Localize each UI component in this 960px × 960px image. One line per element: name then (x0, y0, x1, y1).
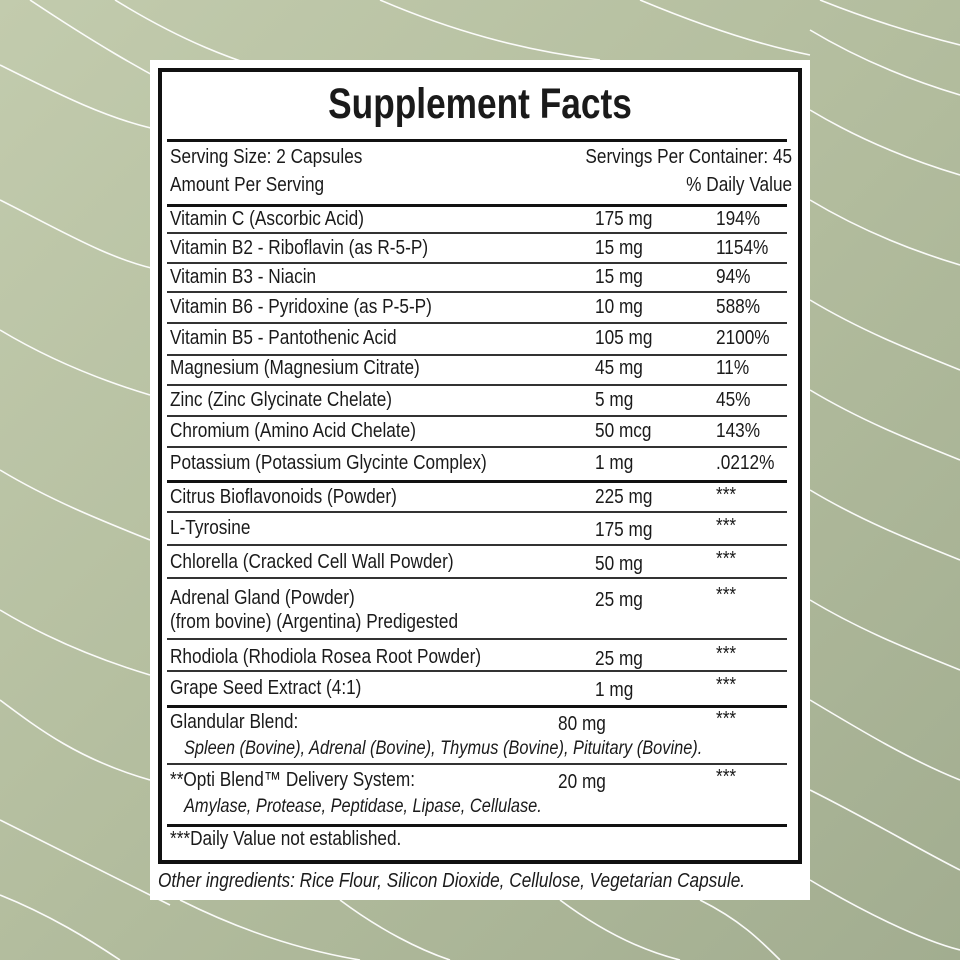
nutrient-dv: 1154% (716, 236, 769, 259)
servings-per-container: Servings Per Container: 45 (585, 145, 792, 168)
nutrient-name: Vitamin C (Ascorbic Acid) (170, 207, 364, 230)
nutrient-amount: 105 mg (595, 326, 653, 349)
nutrient-name: Magnesium (Magnesium Citrate) (170, 356, 420, 379)
nutrient-dv: 2100% (716, 326, 770, 349)
rule-thin (167, 322, 787, 324)
blend-amount: 20 mg (558, 770, 606, 793)
ingredient-amount: 175 mg (595, 518, 653, 541)
blend-dv: *** (716, 765, 737, 788)
rule-thick (167, 204, 787, 207)
rule-thin (167, 415, 787, 417)
rule-thin (167, 446, 787, 448)
blend-dv: *** (716, 707, 737, 730)
ingredient-dv: *** (716, 583, 737, 606)
ingredient-name: Grape Seed Extract (4:1) (170, 676, 362, 699)
rule-thick (167, 705, 787, 708)
blend-name: Glandular Blend: (170, 710, 299, 733)
ingredient-amount: 25 mg (595, 647, 643, 670)
rule-thin (167, 638, 787, 640)
rule-thick (167, 139, 787, 142)
nutrient-dv: .0212% (716, 451, 775, 474)
ingredient-dv: *** (716, 673, 737, 696)
other-ingredients: Other ingredients: Rice Flour, Silicon D… (158, 869, 746, 892)
ingredient-amount: 25 mg (595, 588, 643, 611)
rule-thin (167, 291, 787, 293)
nutrient-dv: 588% (716, 295, 761, 318)
nutrient-dv: 11% (716, 356, 750, 379)
label-border (158, 68, 802, 864)
nutrient-name: Vitamin B5 - Pantothenic Acid (170, 326, 397, 349)
rule-thin (167, 511, 787, 513)
blend-amount: 80 mg (558, 712, 606, 735)
ingredient-amount: 225 mg (595, 485, 653, 508)
rule-thin (167, 354, 787, 356)
ingredient-dv: *** (716, 514, 737, 537)
nutrient-amount: 5 mg (595, 388, 634, 411)
nutrient-dv: 143% (716, 419, 761, 442)
ingredient-name: Rhodiola (Rhodiola Rosea Root Powder) (170, 645, 482, 668)
nutrient-name: Potassium (Potassium Glycinte Complex) (170, 451, 487, 474)
rule-thin (167, 763, 787, 765)
ingredient-dv: *** (716, 483, 737, 506)
blend-name: **Opti Blend™ Delivery System: (170, 768, 415, 791)
ingredient-name-line2: (from bovine) (Argentina) Predigested (170, 610, 459, 633)
nutrient-amount: 175 mg (595, 207, 653, 230)
nutrient-amount: 45 mg (595, 356, 643, 379)
rule-thin (167, 577, 787, 579)
serving-size: Serving Size: 2 Capsules (170, 145, 363, 168)
rule-thin (167, 670, 787, 672)
nutrient-name: Chromium (Amino Acid Chelate) (170, 419, 416, 442)
rule-thick (167, 480, 787, 483)
rule-thin (167, 262, 787, 264)
nutrient-dv: 194% (716, 207, 761, 230)
blend-detail: Spleen (Bovine), Adrenal (Bovine), Thymu… (184, 737, 703, 759)
ingredient-dv: *** (716, 547, 737, 570)
nutrient-name: Vitamin B3 - Niacin (170, 265, 317, 288)
blend-detail: Amylase, Protease, Peptidase, Lipase, Ce… (184, 795, 542, 817)
nutrient-amount: 15 mg (595, 265, 643, 288)
nutrient-name: Vitamin B2 - Riboflavin (as R-5-P) (170, 236, 429, 259)
rule-thick (167, 824, 787, 827)
nutrient-dv: 45% (716, 388, 751, 411)
amount-per-serving-header: Amount Per Serving (170, 173, 325, 196)
nutrient-name: Vitamin B6 - Pyridoxine (as P-5-P) (170, 295, 432, 318)
supplement-facts-label: Supplement Facts Serving Size: 2 Capsule… (150, 60, 810, 900)
nutrient-amount: 1 mg (595, 451, 634, 474)
nutrient-amount: 10 mg (595, 295, 643, 318)
nutrient-name: Zinc (Zinc Glycinate Chelate) (170, 388, 393, 411)
ingredient-amount: 50 mg (595, 552, 643, 575)
rule-thin (167, 384, 787, 386)
ingredient-name: Adrenal Gland (Powder) (170, 586, 355, 609)
ingredient-name: Chlorella (Cracked Cell Wall Powder) (170, 550, 454, 573)
ingredient-amount: 1 mg (595, 678, 634, 701)
nutrient-amount: 15 mg (595, 236, 643, 259)
ingredient-name: Citrus Bioflavonoids (Powder) (170, 485, 397, 508)
rule-thin (167, 544, 787, 546)
label-title: Supplement Facts (328, 80, 632, 128)
rule-thin (167, 232, 787, 234)
nutrient-dv: 94% (716, 265, 751, 288)
daily-value-footnote: ***Daily Value not established. (170, 827, 402, 850)
ingredient-dv: *** (716, 642, 737, 665)
daily-value-header: % Daily Value (686, 173, 792, 196)
ingredient-name: L-Tyrosine (170, 516, 251, 539)
nutrient-amount: 50 mcg (595, 419, 652, 442)
